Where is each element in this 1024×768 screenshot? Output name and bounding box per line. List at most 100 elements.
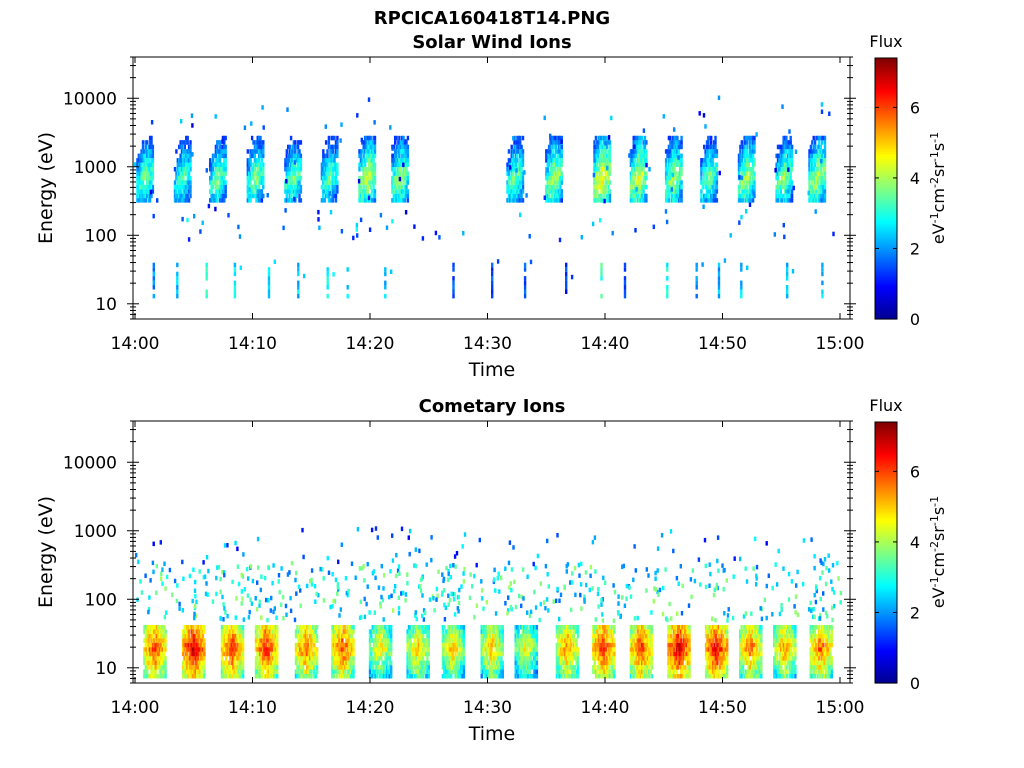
solar-wind-flux-cell	[629, 184, 633, 190]
solar-wind-flux-cell	[147, 171, 150, 176]
cometary-flux-cell	[223, 633, 226, 639]
solar-wind-flux-cell	[223, 162, 226, 167]
solar-wind-flux-cell	[394, 158, 397, 163]
solar-wind-flux-cell	[324, 140, 328, 145]
solar-wind-flux-cell	[151, 171, 155, 176]
solar-wind-flux-cell	[603, 149, 606, 154]
solar-wind-flux-cell	[783, 180, 787, 185]
cometary-flux-cell	[154, 669, 157, 674]
solar-wind-flux-cell	[317, 217, 320, 222]
cometary-flux-cell	[444, 651, 447, 657]
cometary-flux-cell	[263, 656, 266, 661]
cometary-flux-cell	[274, 647, 277, 652]
cometary-flux-cell	[197, 656, 200, 661]
solar-wind-flux-cell	[252, 162, 255, 167]
cometary-flux-cell	[525, 625, 529, 630]
cometary-flux-cell	[501, 633, 504, 639]
cometary-flux-cell	[486, 656, 489, 661]
solar-wind-flux-cell	[553, 193, 556, 199]
solar-wind-flux-cell	[183, 153, 186, 159]
solar-wind-flux-cell	[557, 175, 561, 181]
cometary-flux-cell	[457, 633, 460, 639]
solar-wind-flux-cell	[294, 175, 297, 181]
solar-wind-flux-cell	[510, 180, 513, 185]
solar-wind-flux-cell	[221, 149, 225, 154]
solar-wind-flux-cell	[336, 162, 339, 167]
solar-wind-flux-cell	[372, 167, 375, 172]
solar-wind-flux-cell	[781, 198, 784, 203]
solar-wind-flux-cell	[296, 184, 300, 190]
cometary-flux-cell	[155, 642, 159, 648]
solar-wind-flux-cell	[546, 193, 549, 199]
cometary-flux-cell	[274, 633, 277, 639]
cometary-flux-cell	[521, 674, 524, 679]
cometary-flux-cell	[257, 647, 261, 652]
cometary-flux-cell	[335, 638, 338, 643]
cometary-flux-cell	[299, 656, 302, 661]
solar-wind-flux-cell	[398, 171, 401, 176]
cometary-flux-cell	[239, 633, 242, 639]
cometary-flux-cell	[184, 642, 188, 648]
solar-wind-flux-cell	[146, 162, 149, 167]
cometary-flux-cell	[232, 625, 235, 630]
cometary-flux-cell	[331, 651, 334, 657]
solar-wind-flux-cell	[557, 171, 561, 176]
cometary-flux-cell	[267, 660, 270, 666]
solar-wind-flux-cell	[811, 149, 814, 154]
cometary-flux-cell	[374, 651, 377, 657]
cometary-flux-cell	[530, 638, 533, 643]
cometary-flux-cell	[444, 660, 447, 666]
solar-wind-flux-cell	[788, 180, 791, 185]
cometary-flux-cell	[371, 625, 374, 630]
solar-wind-flux-cell	[607, 175, 610, 181]
solar-wind-flux-cell	[513, 162, 516, 167]
cometary-flux-cell	[575, 647, 578, 652]
solar-wind-flux-cell	[189, 180, 192, 185]
solar-wind-flux-cell	[369, 135, 372, 141]
cometary-flux-cell	[310, 642, 313, 648]
cometary-flux-cell	[562, 651, 566, 657]
cometary-flux-cell	[349, 642, 352, 648]
solar-wind-flux-cell	[753, 149, 756, 154]
cometary-flux-cell	[222, 651, 225, 657]
cometary-flux-cell	[527, 660, 530, 666]
cometary-flux-cell	[483, 633, 486, 639]
cometary-flux-cell	[558, 642, 561, 648]
solar-wind-flux-cell	[253, 162, 257, 167]
cometary-flux-cell	[197, 669, 200, 674]
cometary-flux-cell	[338, 633, 341, 639]
cometary-flux-cell	[260, 660, 263, 666]
solar-wind-flux-cell	[329, 210, 333, 215]
solar-wind-flux-cell	[214, 184, 218, 190]
solar-wind-flux-cell	[329, 171, 332, 176]
cometary-flux-cell	[427, 665, 430, 670]
cometary-flux-cell	[300, 669, 303, 674]
solar-wind-flux-cell	[808, 198, 811, 203]
solar-wind-flux-cell	[809, 171, 813, 176]
solar-wind-flux-cell	[821, 184, 824, 190]
cometary-flux-cell	[555, 647, 559, 652]
solar-wind-flux-cell	[146, 140, 149, 145]
solar-wind-flux-cell	[259, 149, 262, 154]
cometary-flux-cell	[390, 669, 393, 674]
solar-wind-flux-cell	[452, 293, 455, 299]
solar-wind-flux-cell	[743, 180, 746, 185]
solar-wind-flux-cell	[183, 162, 186, 167]
cometary-flux-cell	[313, 656, 316, 661]
solar-wind-flux-cell	[180, 171, 184, 176]
cometary-flux-cell	[377, 665, 380, 670]
solar-wind-flux-cell	[322, 193, 325, 199]
cometary-flux-cell	[151, 638, 155, 643]
solar-wind-flux-cell	[559, 198, 562, 203]
cometary-flux-cell	[384, 642, 387, 648]
solar-wind-flux-cell	[550, 135, 554, 141]
solar-wind-flux-cell	[179, 158, 182, 163]
cometary-flux-cell	[576, 660, 580, 666]
cometary-flux-cell	[427, 642, 430, 648]
cometary-flux-cell	[525, 633, 529, 639]
solar-wind-flux-cell	[329, 153, 332, 159]
solar-wind-flux-cell	[384, 285, 387, 290]
solar-wind-flux-cell	[629, 153, 633, 159]
solar-wind-flux-cell	[707, 162, 710, 167]
solar-wind-flux-cell	[257, 175, 261, 181]
